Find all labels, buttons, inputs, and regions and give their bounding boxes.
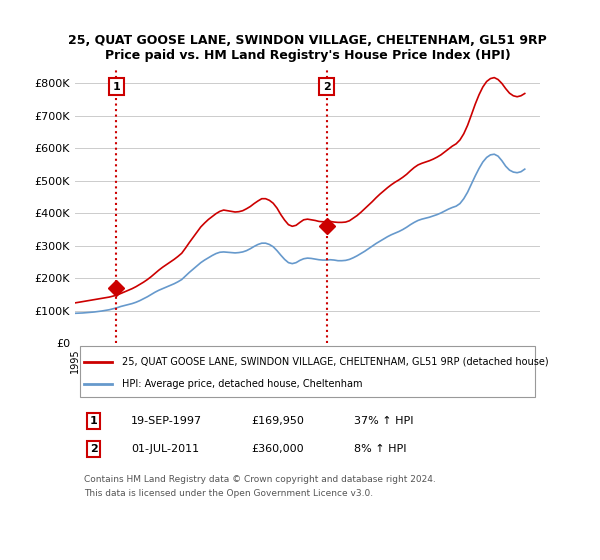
Text: 2: 2 (90, 444, 97, 454)
Text: 25, QUAT GOOSE LANE, SWINDON VILLAGE, CHELTENHAM, GL51 9RP (detached house): 25, QUAT GOOSE LANE, SWINDON VILLAGE, CH… (121, 357, 548, 367)
Text: HPI: Average price, detached house, Cheltenham: HPI: Average price, detached house, Chel… (121, 379, 362, 389)
Text: 1: 1 (113, 82, 121, 91)
Text: This data is licensed under the Open Government Licence v3.0.: This data is licensed under the Open Gov… (84, 489, 373, 498)
FancyBboxPatch shape (80, 346, 535, 398)
Text: £169,950: £169,950 (252, 416, 305, 426)
Text: Contains HM Land Registry data © Crown copyright and database right 2024.: Contains HM Land Registry data © Crown c… (84, 475, 436, 484)
Text: 1: 1 (90, 416, 97, 426)
Text: £360,000: £360,000 (252, 444, 304, 454)
Text: 2: 2 (323, 82, 331, 91)
Title: 25, QUAT GOOSE LANE, SWINDON VILLAGE, CHELTENHAM, GL51 9RP
Price paid vs. HM Lan: 25, QUAT GOOSE LANE, SWINDON VILLAGE, CH… (68, 34, 547, 62)
Text: 8% ↑ HPI: 8% ↑ HPI (354, 444, 407, 454)
Text: 19-SEP-1997: 19-SEP-1997 (131, 416, 202, 426)
Text: 01-JUL-2011: 01-JUL-2011 (131, 444, 199, 454)
Text: 37% ↑ HPI: 37% ↑ HPI (354, 416, 413, 426)
